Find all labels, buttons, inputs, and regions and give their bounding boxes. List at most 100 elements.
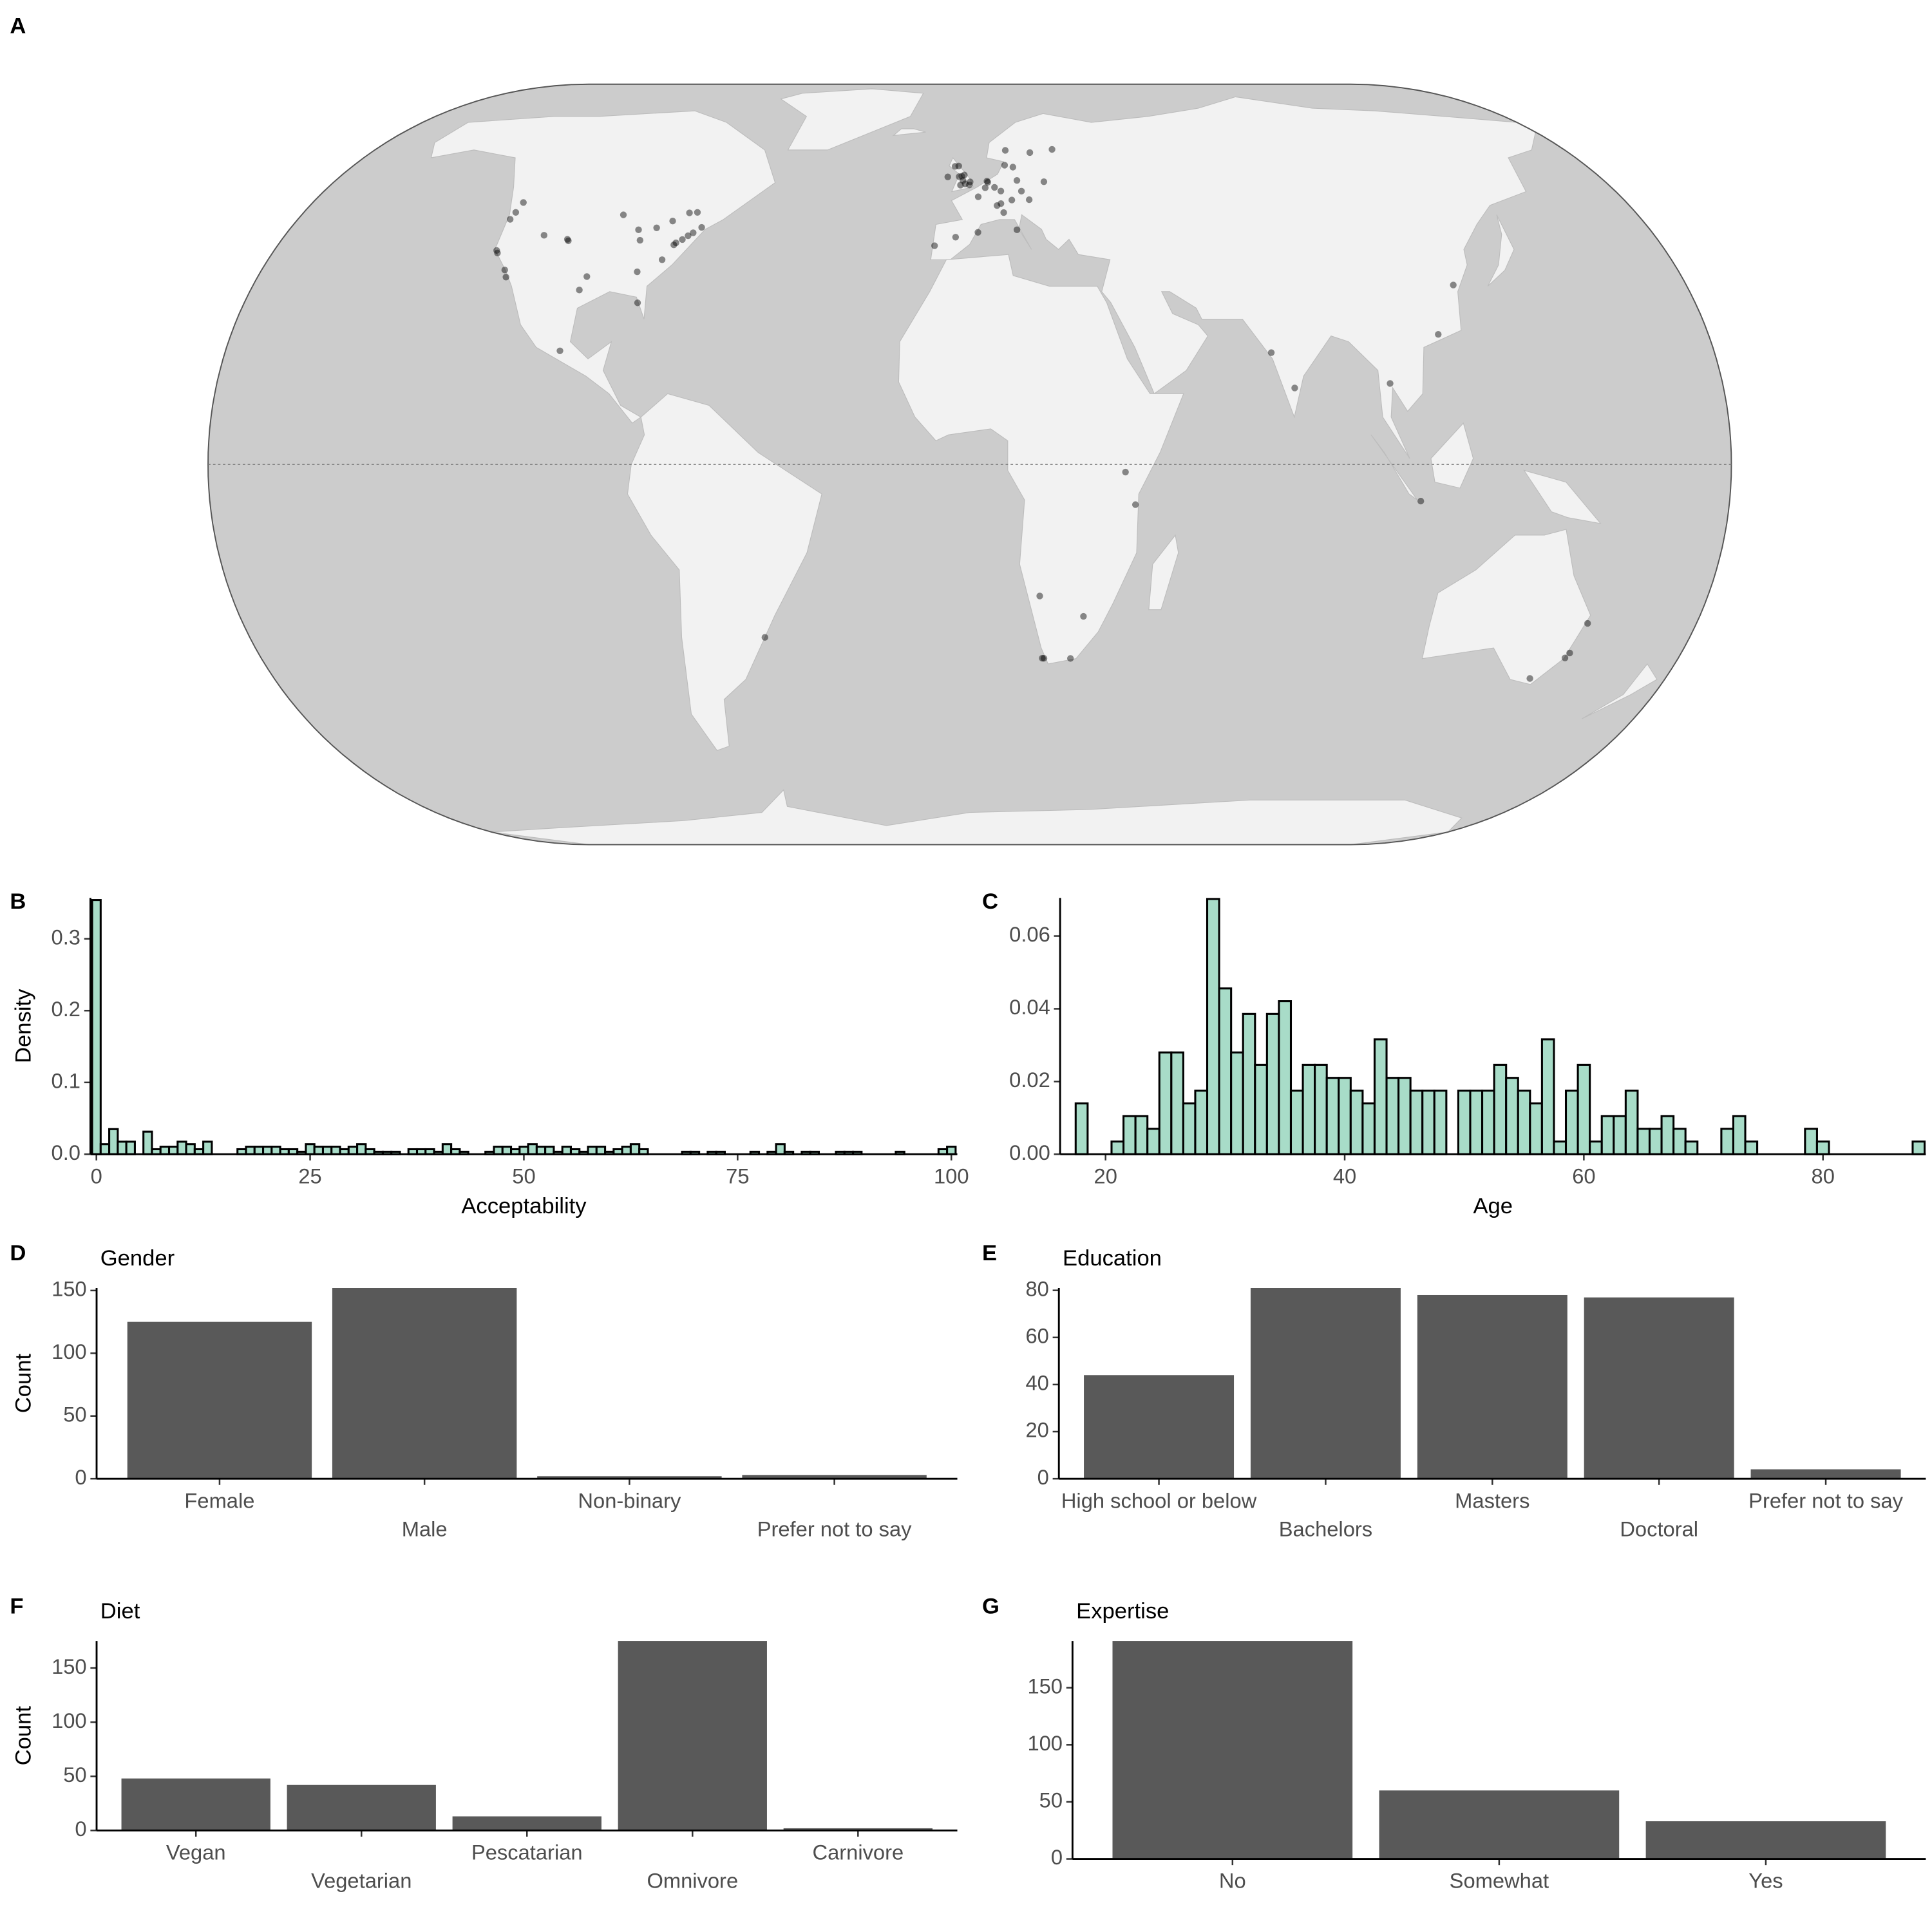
panel-title: Education: [1063, 1246, 1162, 1271]
histogram-bar: [1289, 1089, 1304, 1155]
histogram-bar: [321, 1146, 333, 1155]
x-tick-label: Carnivore: [812, 1840, 904, 1864]
histogram-bar: [1481, 1089, 1495, 1155]
y-tick-label: 0.00: [1009, 1141, 1050, 1164]
y-tick-label: 0.1: [52, 1068, 80, 1092]
histogram-bar: [1493, 1063, 1508, 1155]
histogram-bar: [202, 1141, 213, 1155]
panel-title: Diet: [100, 1599, 140, 1624]
histogram-bar: [305, 1143, 316, 1155]
histogram-bar: [1170, 1051, 1184, 1155]
land: [430, 110, 776, 424]
y-axis-title: Density: [12, 989, 36, 1063]
location-point: [984, 178, 991, 186]
location-point: [1561, 654, 1569, 661]
histogram-bar: [1613, 1115, 1627, 1155]
location-point: [952, 234, 960, 241]
y-tick-label: 0: [1037, 1465, 1049, 1489]
x-tick-label: 25: [298, 1164, 321, 1188]
histogram-bar: [1361, 1102, 1376, 1155]
land: [1487, 214, 1515, 287]
panel-title: Gender: [100, 1246, 175, 1271]
histogram-bar: [1373, 1038, 1388, 1155]
histogram-bar: [1314, 1063, 1328, 1155]
location-point: [698, 223, 705, 231]
y-tick-label: 80: [1025, 1276, 1048, 1300]
location-point: [983, 178, 990, 185]
y-tick-label: 150: [1027, 1674, 1063, 1698]
histogram-bar: [1325, 1077, 1340, 1155]
location-point: [1001, 147, 1009, 154]
y-tick-label: 60: [1025, 1323, 1048, 1347]
location-point: [634, 299, 641, 307]
histogram-bar: [1553, 1141, 1567, 1155]
histogram-bar: [1338, 1077, 1352, 1155]
x-tick-label: Somewhat: [1450, 1869, 1549, 1893]
histogram-bar: [245, 1146, 256, 1155]
land: [491, 789, 1463, 845]
histogram-bar: [535, 1146, 547, 1155]
histogram-bar: [1265, 1012, 1280, 1155]
y-tick-label: 0.2: [52, 997, 80, 1021]
histogram-bar: [1540, 1038, 1555, 1155]
location-point: [1036, 592, 1043, 600]
histogram-bar: [313, 1146, 325, 1155]
x-tick-label: 80: [1812, 1164, 1835, 1188]
x-axis-title: Age: [1473, 1194, 1513, 1218]
land: [892, 128, 926, 137]
x-tick-label: High school or below: [1061, 1488, 1257, 1512]
y-tick-label: 20: [1025, 1418, 1048, 1442]
bar: [1417, 1294, 1567, 1479]
panel-tag: G: [982, 1594, 999, 1618]
histogram-bar: [1720, 1128, 1734, 1155]
location-point: [1132, 501, 1139, 508]
bar: [121, 1778, 270, 1831]
histogram-bar: [1577, 1063, 1591, 1155]
location-point: [1026, 149, 1034, 156]
location-point: [1122, 468, 1129, 476]
bar: [618, 1641, 767, 1831]
location-point: [493, 247, 500, 254]
location-point: [1566, 649, 1573, 657]
x-tick-label: 60: [1572, 1164, 1595, 1188]
bar: [1112, 1641, 1353, 1859]
histogram-bar: [1744, 1141, 1759, 1155]
histogram-bar: [1600, 1115, 1615, 1155]
histogram-bar: [587, 1146, 598, 1155]
location-point: [540, 232, 547, 239]
y-tick-label: 0: [1051, 1845, 1063, 1869]
y-tick-label: 0.04: [1009, 995, 1050, 1019]
x-tick-label: Masters: [1455, 1488, 1530, 1512]
location-point: [993, 202, 1001, 209]
location-point: [494, 249, 501, 257]
location-point: [686, 209, 693, 216]
land: [1582, 663, 1658, 719]
location-point: [685, 232, 692, 240]
y-tick-label: 0: [75, 1817, 86, 1841]
x-tick-label: Prefer not to say: [1748, 1488, 1903, 1512]
histogram-bar: [159, 1146, 171, 1155]
location-point: [653, 224, 660, 231]
location-point: [1013, 177, 1021, 184]
histogram-bar: [441, 1143, 453, 1155]
y-tick-label: 0.02: [1009, 1068, 1050, 1092]
location-point: [1013, 226, 1021, 234]
x-tick-label: Prefer not to say: [757, 1517, 912, 1541]
histogram-bar: [1457, 1089, 1472, 1155]
location-point: [981, 184, 989, 191]
location-point: [502, 274, 509, 281]
land: [1430, 422, 1474, 489]
bar: [287, 1785, 436, 1831]
location-point: [1040, 654, 1048, 662]
location-point: [565, 237, 572, 245]
x-tick-label: 100: [934, 1164, 969, 1188]
location-point: [670, 241, 677, 249]
histogram-bar: [1505, 1077, 1519, 1155]
y-tick-label: 150: [52, 1277, 87, 1301]
histogram-bar: [1230, 1051, 1244, 1155]
location-point: [957, 182, 964, 189]
y-tick-label: 40: [1025, 1371, 1048, 1395]
location-point: [961, 171, 968, 178]
location-point: [672, 239, 679, 247]
location-point: [635, 226, 642, 234]
